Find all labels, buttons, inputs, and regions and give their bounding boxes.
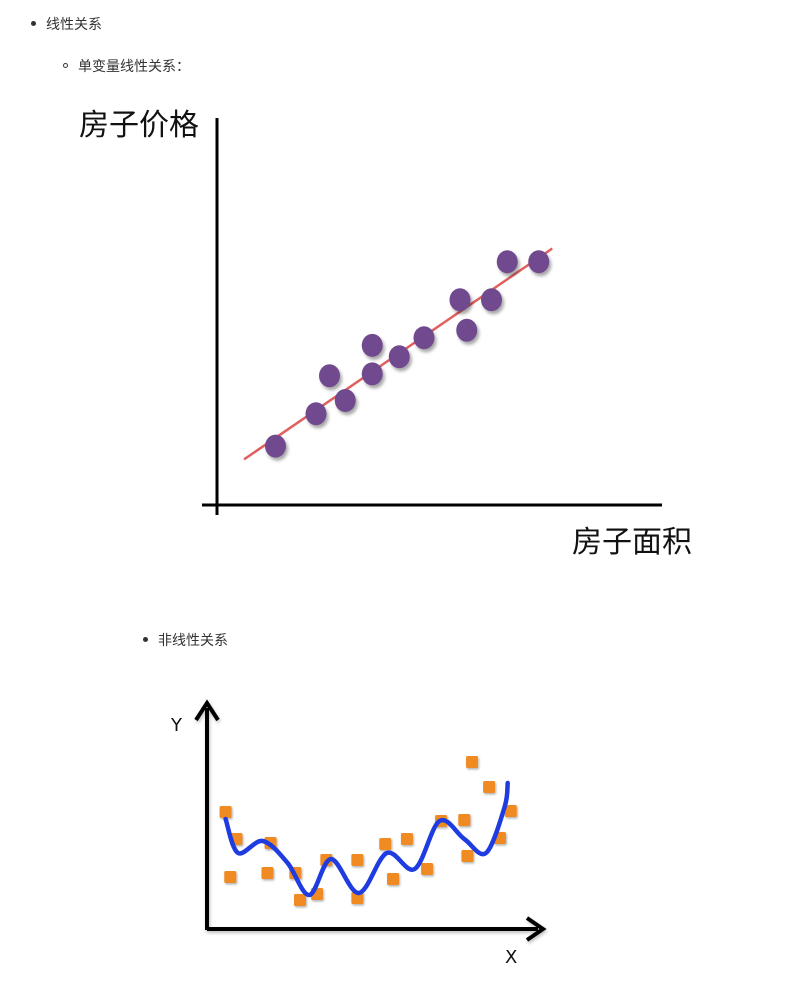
data-point	[504, 805, 517, 817]
data-point	[261, 867, 274, 879]
bullet-disc-icon	[31, 20, 36, 26]
data-point	[224, 871, 237, 883]
fit-curve	[223, 780, 510, 898]
data-point	[351, 854, 364, 866]
data-point	[483, 781, 496, 793]
data-point	[421, 863, 434, 875]
x-axis-arrow-icon	[525, 916, 547, 942]
list-item-label: 线性关系	[46, 17, 102, 33]
y-axis-arrow-icon	[194, 699, 220, 722]
y-axis-label: Y	[170, 715, 183, 736]
list-item-univariate-linear: 单变量线性关系：	[63, 57, 190, 77]
data-point	[351, 892, 364, 904]
data-point	[400, 833, 413, 845]
bullet-circle-icon	[63, 62, 68, 68]
x-axis-label: X	[505, 947, 517, 968]
data-point	[466, 756, 479, 768]
data-point	[456, 318, 478, 342]
data-point	[319, 364, 340, 388]
list-item-nonlinear: 非线性关系	[143, 631, 228, 651]
data-point	[449, 288, 471, 312]
data-point	[361, 362, 383, 386]
data-point	[219, 806, 232, 818]
x-axis-label: 房子面积	[572, 525, 692, 560]
data-point	[461, 850, 474, 862]
data-point	[379, 838, 392, 850]
data-point	[305, 402, 327, 426]
data-point	[413, 326, 435, 350]
data-point	[387, 873, 399, 885]
bullet-disc-icon	[143, 636, 148, 642]
data-point	[528, 250, 550, 274]
list-item-linear: 线性关系	[31, 15, 102, 35]
data-point	[334, 389, 356, 412]
data-point	[458, 814, 471, 826]
data-point	[294, 894, 306, 906]
y-axis-label: 房子价格	[79, 108, 199, 143]
list-item-label: 非线性关系	[158, 633, 228, 649]
data-point	[265, 434, 286, 458]
data-point	[388, 345, 410, 369]
data-point	[481, 288, 502, 312]
data-point	[361, 333, 383, 357]
list-item-label: 单变量线性关系：	[78, 59, 190, 75]
data-point	[496, 250, 518, 274]
